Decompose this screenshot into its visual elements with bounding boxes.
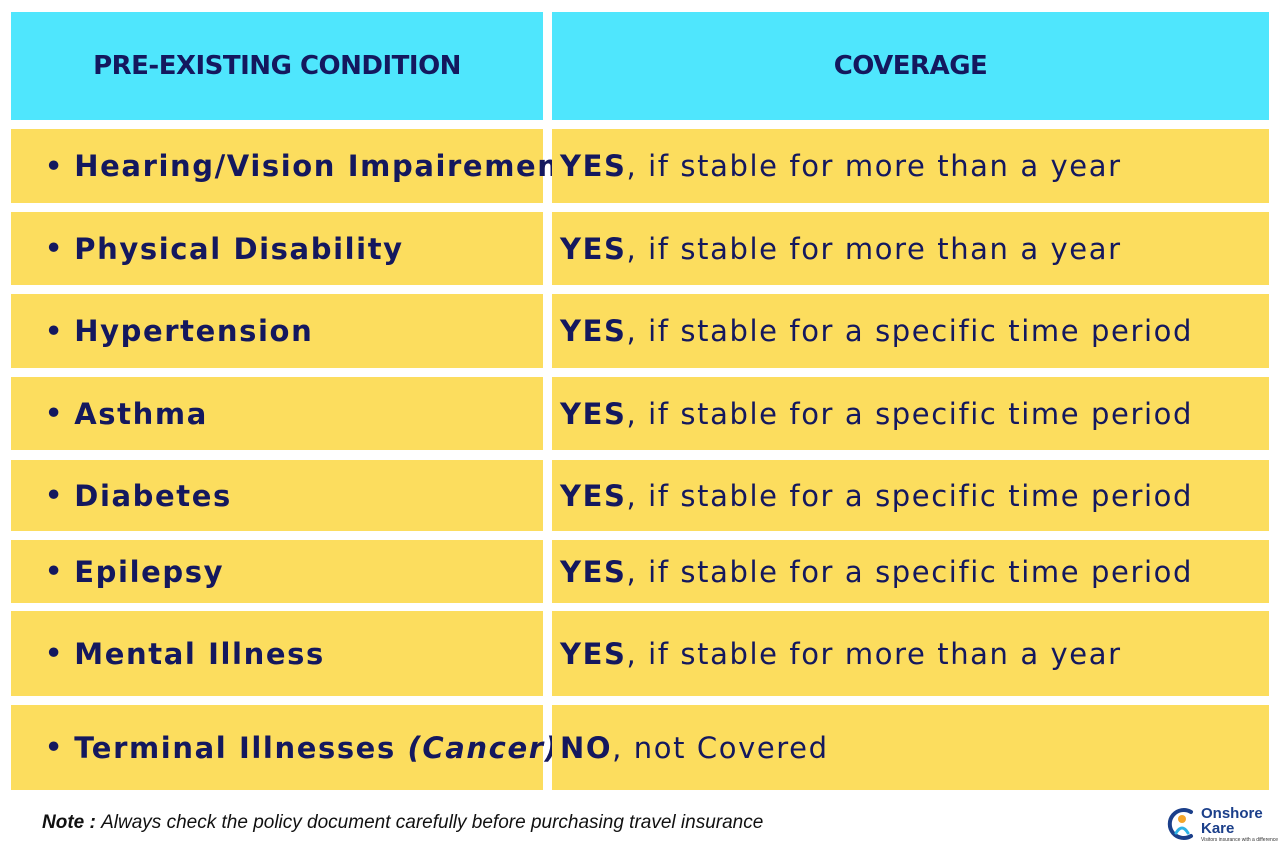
coverage-detail: , if stable for more than a year xyxy=(626,636,1122,671)
coverage-cell: YES, if stable for more than a year xyxy=(552,129,1269,203)
coverage-verdict: YES xyxy=(560,149,627,183)
coverage-text: YES, if stable for a specific time perio… xyxy=(560,479,1193,513)
condition-name: Mental Illness xyxy=(74,636,325,671)
header-condition: PRE-EXISTING CONDITION xyxy=(11,12,543,120)
condition-cell: • Mental Illness xyxy=(11,611,543,696)
coverage-text: YES, if stable for more than a year xyxy=(560,232,1122,266)
condition-cell: • Terminal Illnesses (Cancer) xyxy=(11,705,558,790)
bullet-icon: • xyxy=(45,638,63,669)
condition-cell: • Hearing/Vision Impairement xyxy=(11,129,573,203)
condition-cell: • Epilepsy xyxy=(11,540,543,603)
coverage-verdict: NO xyxy=(560,730,613,765)
coverage-cell: YES, if stable for more than a year xyxy=(552,611,1269,696)
condition-name: Hearing/Vision Impairement xyxy=(74,149,575,183)
coverage-verdict: YES xyxy=(560,478,627,513)
condition-label: Mental Illness xyxy=(74,637,325,671)
condition-name: Physical Disability xyxy=(74,231,404,266)
bullet-icon: • xyxy=(45,480,63,511)
coverage-text: YES, if stable for a specific time perio… xyxy=(560,555,1193,589)
logo-line2: Kare xyxy=(1201,820,1235,837)
condition-name: Diabetes xyxy=(74,478,232,513)
condition-name: Hypertension xyxy=(74,314,314,348)
condition-label: Physical Disability xyxy=(74,232,403,266)
condition-name: Epilepsy xyxy=(74,554,225,589)
coverage-verdict: YES xyxy=(560,396,627,431)
coverage-detail: , if stable for a specific time period xyxy=(626,554,1193,589)
coverage-text: YES, if stable for more than a year xyxy=(560,637,1122,671)
coverage-cell: YES, if stable for a specific time perio… xyxy=(552,377,1269,450)
coverage-verdict: YES xyxy=(560,314,627,348)
coverage-detail: , if stable for a specific time period xyxy=(626,396,1193,431)
condition-label: Hypertension xyxy=(74,314,313,348)
logo-tagline: Visitors insurance with a difference xyxy=(1201,837,1279,843)
bullet-icon: • xyxy=(45,315,63,347)
condition-label: Hearing/Vision Impairement xyxy=(74,149,575,183)
condition-cell: • Hypertension xyxy=(11,294,543,368)
condition-cell: • Asthma xyxy=(11,377,543,450)
coverage-verdict: YES xyxy=(560,636,627,671)
coverage-text: YES, if stable for a specific time perio… xyxy=(560,314,1193,348)
footnote: Note : Always check the policy document … xyxy=(42,812,763,834)
condition-label: Terminal Illnesses (Cancer) xyxy=(74,731,559,765)
bullet-icon: • xyxy=(45,732,63,763)
condition-cell: • Diabetes xyxy=(11,460,543,531)
bullet-icon: • xyxy=(45,150,63,182)
header-condition-label: PRE-EXISTING CONDITION xyxy=(93,51,461,81)
coverage-detail: , if stable for more than a year xyxy=(626,231,1122,266)
brand-logo: Onshore Kare Visitors insurance with a d… xyxy=(1165,804,1278,846)
bullet-icon: • xyxy=(45,233,63,264)
bullet-icon: • xyxy=(45,556,63,587)
coverage-cell: YES, if stable for a specific time perio… xyxy=(552,540,1269,603)
coverage-detail: , if stable for more than a year xyxy=(626,149,1122,183)
coverage-verdict: YES xyxy=(560,554,627,589)
condition-name: Terminal Illnesses xyxy=(74,730,408,765)
condition-name: Asthma xyxy=(74,396,208,431)
condition-label: Asthma xyxy=(74,397,208,431)
coverage-text: YES, if stable for a specific time perio… xyxy=(560,397,1193,431)
note-label: Note xyxy=(42,812,85,833)
note-separator: : xyxy=(84,812,102,833)
condition-label: Diabetes xyxy=(74,479,232,513)
coverage-cell: NO, not Covered xyxy=(552,705,1269,790)
coverage-cell: YES, if stable for a specific time perio… xyxy=(552,460,1269,531)
condition-label: Epilepsy xyxy=(74,555,224,589)
coverage-verdict: YES xyxy=(560,231,627,266)
condition-extra: (Cancer) xyxy=(407,730,560,765)
logo-mark-icon xyxy=(1167,808,1193,840)
bullet-icon: • xyxy=(45,398,63,429)
coverage-text: NO, not Covered xyxy=(560,731,829,765)
coverage-text: YES, if stable for more than a year xyxy=(560,149,1122,183)
note-text: Always check the policy document careful… xyxy=(101,812,764,833)
logo-line1: Onshore xyxy=(1201,805,1263,822)
coverage-cell: YES, if stable for a specific time perio… xyxy=(552,294,1269,368)
coverage-detail: , if stable for a specific time period xyxy=(626,478,1193,513)
coverage-detail: , if stable for a specific time period xyxy=(626,314,1193,348)
coverage-cell: YES, if stable for more than a year xyxy=(552,212,1269,285)
coverage-detail: , not Covered xyxy=(612,730,829,765)
condition-cell: • Physical Disability xyxy=(11,212,543,285)
header-coverage-label: COVERAGE xyxy=(833,51,988,81)
header-coverage: COVERAGE xyxy=(552,12,1269,120)
